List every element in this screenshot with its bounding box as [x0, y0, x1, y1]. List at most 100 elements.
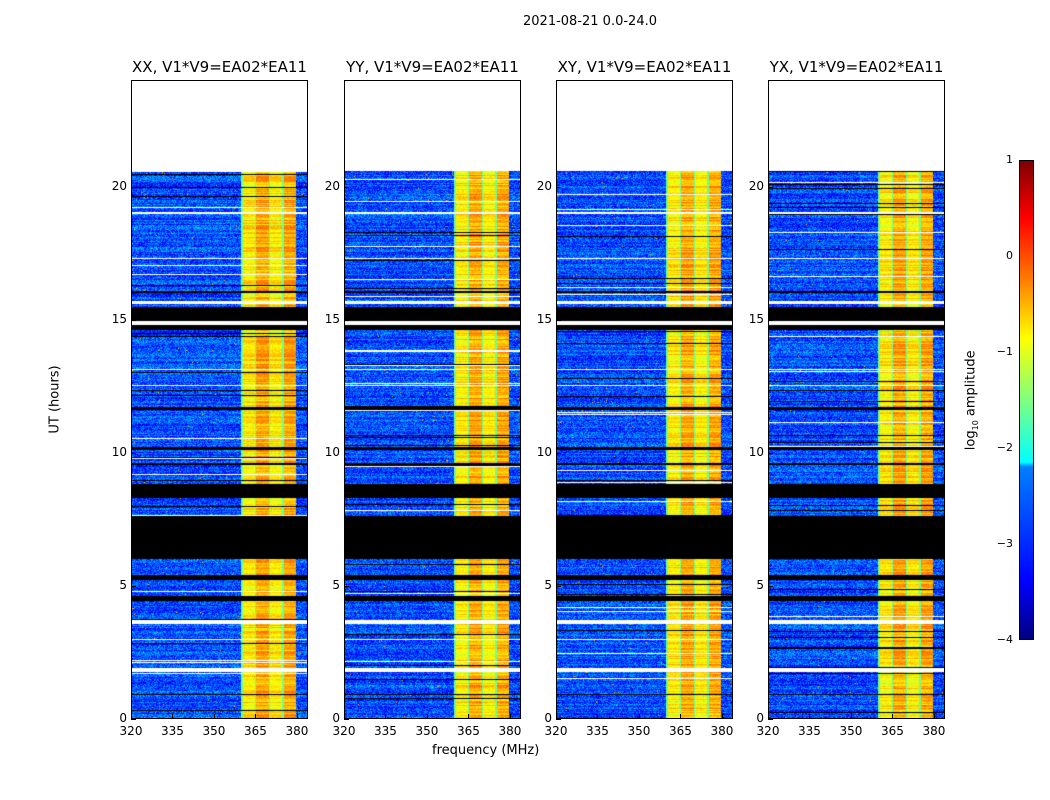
colorbar — [1019, 160, 1034, 640]
y-tick-mark — [556, 319, 561, 321]
heatmap-image — [345, 81, 520, 718]
heatmap-image — [132, 81, 307, 718]
y-tick-label: 10 — [536, 444, 552, 459]
y-tick-label: 5 — [332, 577, 340, 592]
heatmap-panel — [131, 80, 308, 719]
x-tick-label: 335 — [798, 724, 821, 738]
x-tick-mark — [344, 714, 345, 719]
y-tick-mark — [131, 186, 136, 188]
x-tick-mark — [131, 714, 132, 719]
y-tick-label: 15 — [748, 311, 764, 326]
y-tick-mark — [131, 719, 136, 720]
y-tick-label: 15 — [536, 311, 552, 326]
x-tick-mark — [809, 714, 811, 719]
heatmap-panel — [768, 80, 945, 719]
y-tick-mark — [131, 585, 136, 587]
y-tick-label: 0 — [544, 711, 552, 725]
y-tick-label: 20 — [111, 178, 127, 193]
heatmap-image — [769, 81, 944, 718]
x-tick-mark — [597, 714, 599, 719]
x-tick-mark — [468, 714, 470, 719]
x-tick-label: 350 — [415, 724, 439, 738]
panel-title: YY, V1*V9=EA02*EA11 — [346, 58, 519, 76]
panel-title: XY, V1*V9=EA02*EA11 — [557, 58, 732, 76]
panel-title: YX, V1*V9=EA02*EA11 — [769, 58, 944, 76]
x-tick-mark — [638, 714, 640, 719]
y-tick-mark — [556, 452, 561, 454]
y-tick-mark — [556, 719, 561, 720]
x-tick-mark — [385, 714, 387, 719]
x-tick-label: 365 — [244, 724, 267, 738]
x-tick-mark — [172, 714, 174, 719]
y-tick-label: 10 — [324, 444, 340, 459]
y-tick-label: 15 — [324, 311, 340, 326]
figure-title: 2021-08-21 0.0-24.0 — [523, 14, 657, 29]
x-tick-mark — [721, 714, 723, 719]
x-tick-label: 320 — [756, 724, 780, 738]
x-tick-label: 350 — [839, 724, 863, 738]
y-tick-mark — [768, 186, 773, 188]
y-tick-label: 5 — [119, 577, 127, 592]
x-tick-mark — [768, 714, 769, 719]
y-tick-label: 0 — [119, 711, 127, 725]
x-tick-mark — [213, 714, 215, 719]
x-tick-label: 335 — [586, 724, 609, 738]
x-tick-label: 320 — [119, 724, 143, 738]
x-tick-label: 380 — [710, 724, 734, 738]
x-tick-label: 350 — [627, 724, 651, 738]
colorbar-tick-label: 0 — [1006, 249, 1013, 262]
y-tick-mark — [556, 585, 561, 587]
colorbar-tick-label: −3 — [996, 537, 1013, 550]
panel-title: XX, V1*V9=EA02*EA11 — [132, 58, 307, 76]
x-tick-label: 365 — [669, 724, 692, 738]
x-tick-mark — [850, 714, 852, 719]
x-tick-mark — [255, 714, 257, 719]
heatmap-panel — [344, 80, 521, 719]
x-tick-label: 350 — [202, 724, 226, 738]
x-tick-label: 335 — [161, 724, 184, 738]
colorbar-tick-label: −1 — [996, 345, 1013, 358]
y-tick-label: 0 — [756, 711, 764, 725]
y-tick-label: 10 — [111, 444, 127, 459]
x-tick-mark — [892, 714, 894, 719]
y-tick-label: 5 — [756, 577, 764, 592]
y-tick-label: 10 — [748, 444, 764, 459]
y-tick-mark — [344, 186, 349, 188]
y-tick-label: 5 — [544, 577, 552, 592]
x-tick-label: 365 — [457, 724, 480, 738]
x-tick-label: 365 — [881, 724, 904, 738]
y-tick-mark — [131, 452, 136, 454]
y-tick-mark — [344, 585, 349, 587]
y-tick-mark — [556, 186, 561, 188]
y-tick-label: 20 — [324, 178, 340, 193]
x-tick-label: 380 — [285, 724, 309, 738]
x-tick-label: 380 — [498, 724, 522, 738]
y-axis-label: UT (hours) — [47, 365, 63, 434]
x-tick-label: 380 — [922, 724, 946, 738]
colorbar-label: log10 amplitude — [963, 350, 981, 451]
y-tick-mark — [344, 719, 349, 720]
y-tick-mark — [768, 585, 773, 587]
heatmap-image — [557, 81, 732, 718]
colorbar-tick-label: −4 — [996, 633, 1013, 646]
y-tick-label: 20 — [536, 178, 552, 193]
y-tick-label: 20 — [748, 178, 764, 193]
y-tick-mark — [344, 319, 349, 321]
x-tick-mark — [509, 714, 511, 719]
colorbar-tick-label: −2 — [996, 441, 1013, 454]
x-tick-mark — [933, 714, 935, 719]
x-tick-label: 335 — [374, 724, 397, 738]
x-tick-mark — [426, 714, 428, 719]
x-tick-label: 320 — [332, 724, 356, 738]
y-tick-label: 15 — [111, 311, 127, 326]
x-tick-mark — [556, 714, 557, 719]
colorbar-tick-label: 1 — [1006, 153, 1013, 166]
x-tick-mark — [296, 714, 298, 719]
y-tick-mark — [131, 319, 136, 321]
x-axis-label: frequency (MHz) — [432, 743, 540, 758]
x-tick-mark — [680, 714, 682, 719]
heatmap-panel — [556, 80, 733, 719]
y-tick-mark — [768, 319, 773, 321]
y-tick-mark — [344, 452, 349, 454]
